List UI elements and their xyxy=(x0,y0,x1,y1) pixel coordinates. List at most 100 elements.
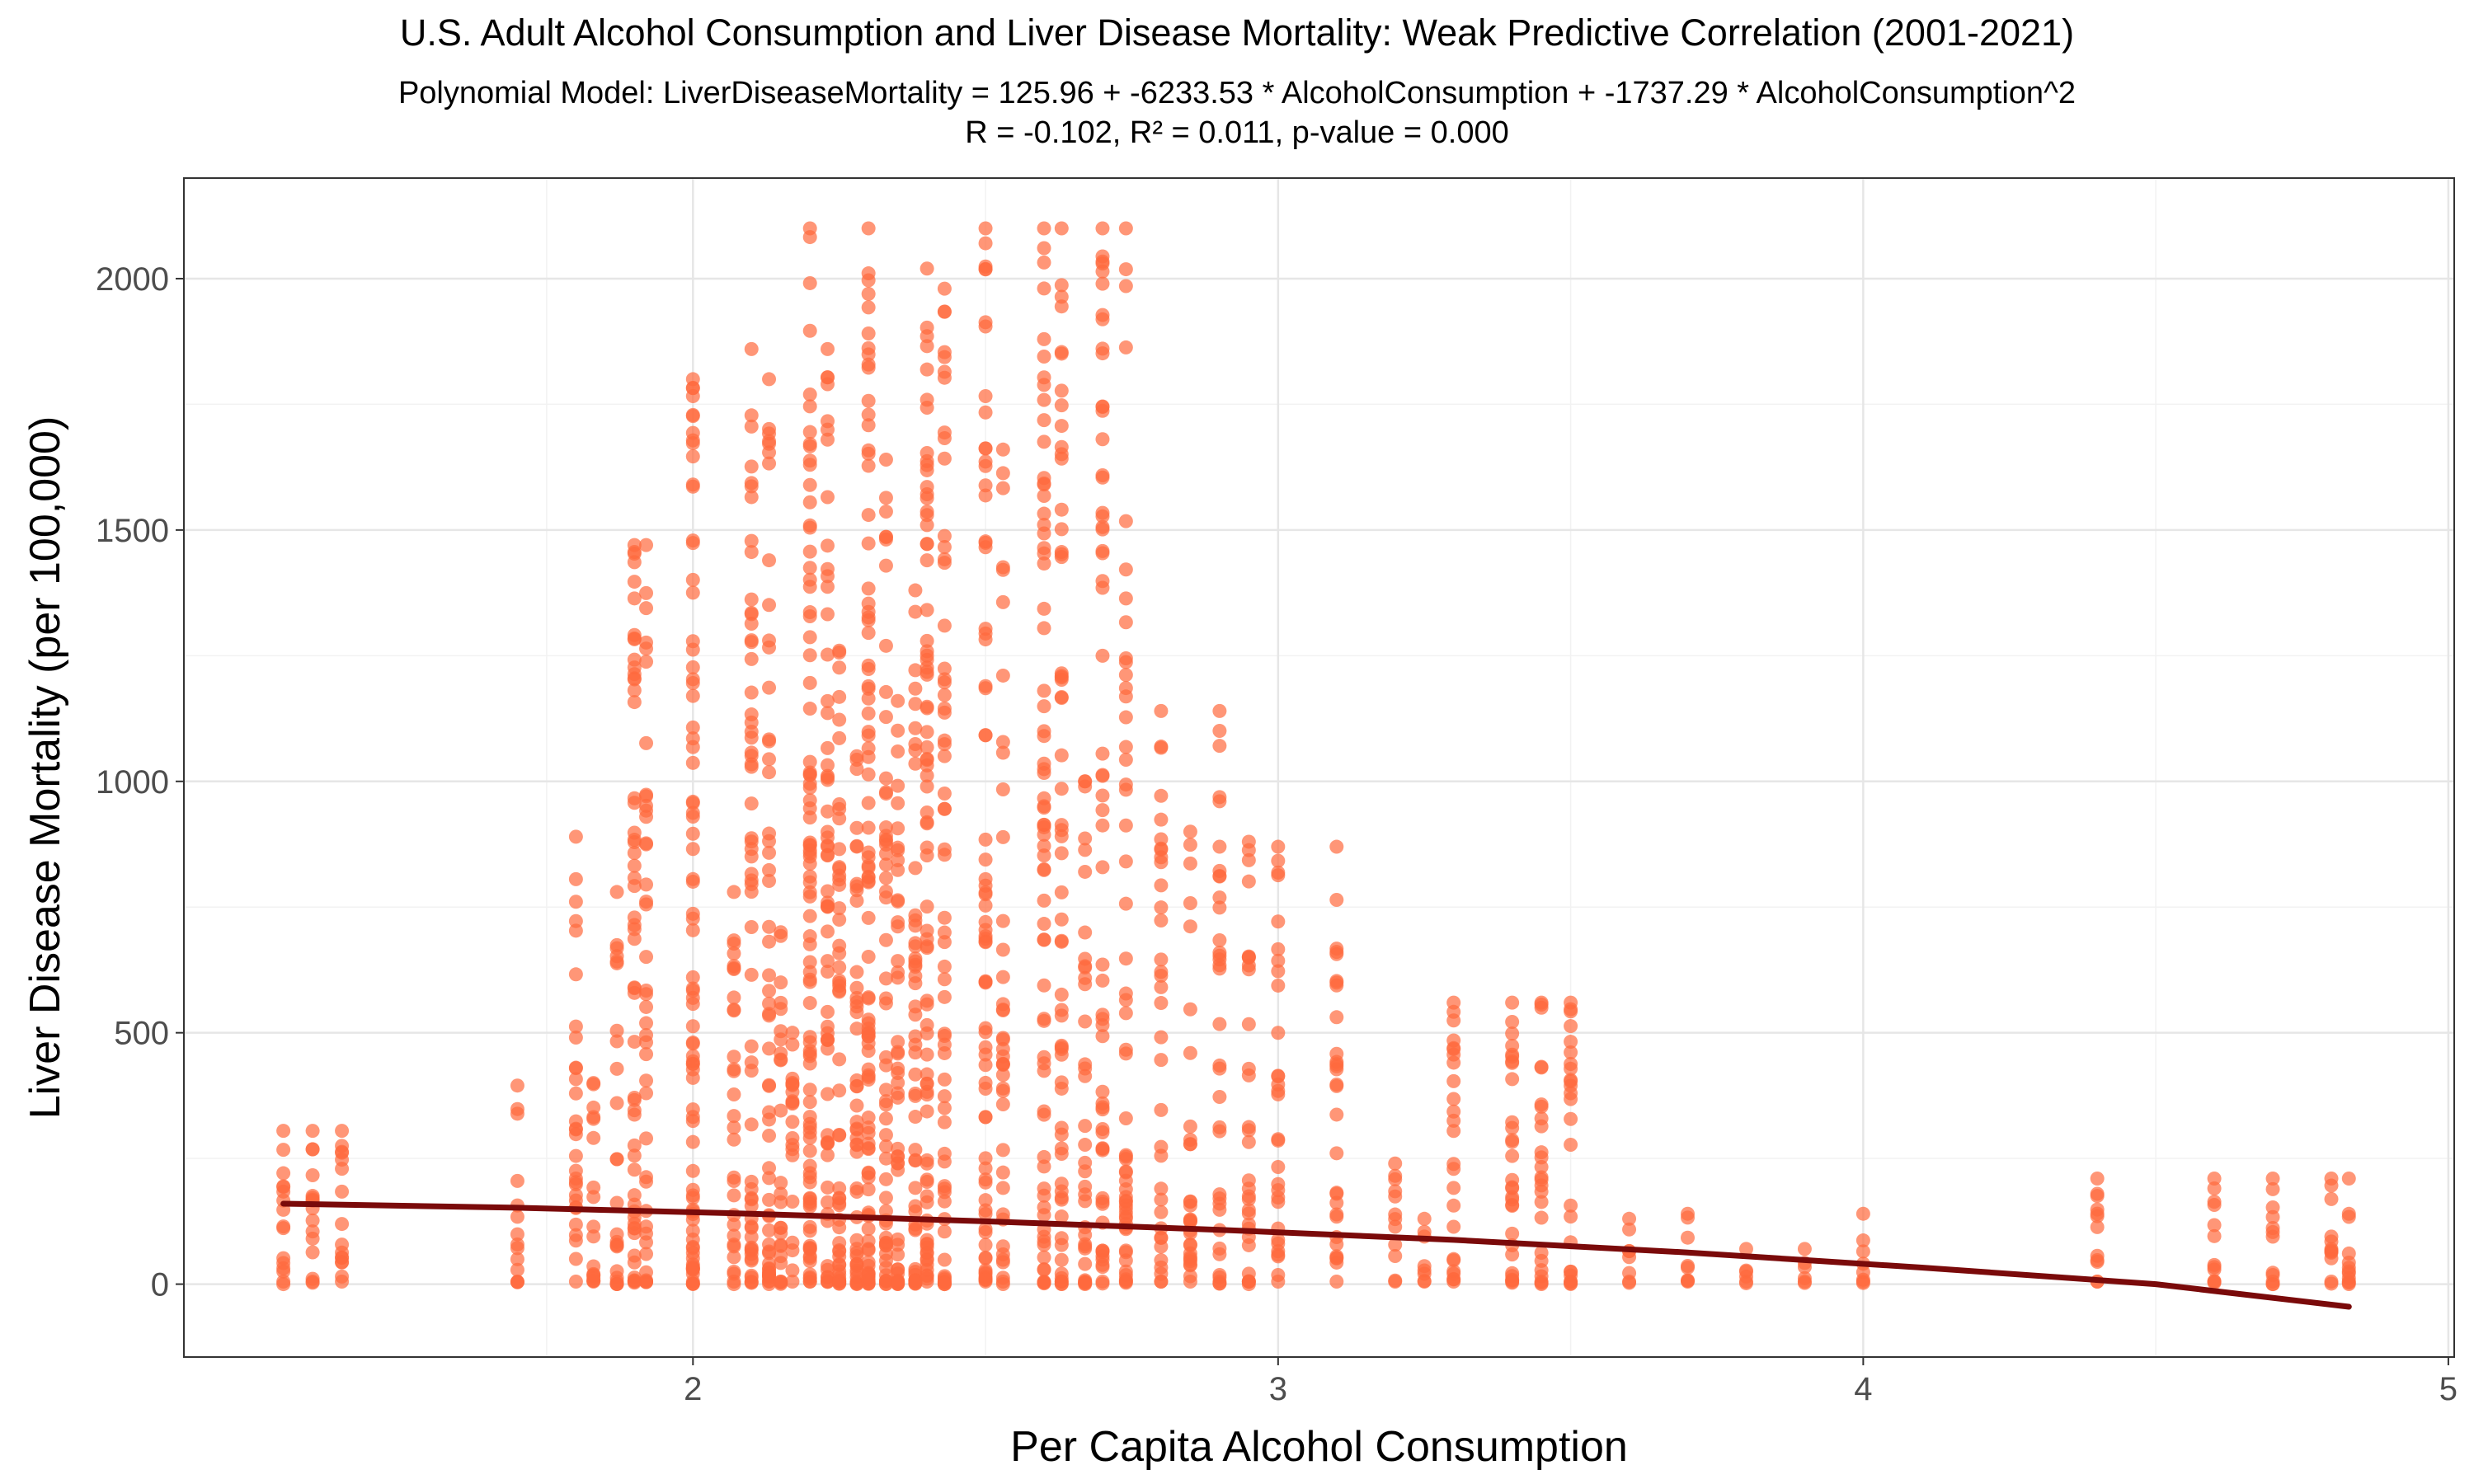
data-point xyxy=(727,1277,741,1292)
data-point xyxy=(627,555,642,570)
data-point xyxy=(878,1276,893,1291)
data-point xyxy=(937,345,952,359)
data-point xyxy=(1183,824,1197,839)
data-point xyxy=(586,1229,601,1244)
data-point xyxy=(861,300,876,315)
data-point xyxy=(861,536,876,551)
data-point xyxy=(1037,281,1051,296)
data-point xyxy=(1271,964,1286,979)
data-point xyxy=(1095,957,1110,972)
data-point xyxy=(1054,1176,1069,1191)
data-point xyxy=(978,622,993,636)
data-point xyxy=(1534,1275,1549,1290)
data-point xyxy=(1534,1060,1549,1075)
data-point xyxy=(727,1228,741,1243)
data-point xyxy=(1271,1087,1286,1101)
data-point xyxy=(1622,1222,1637,1237)
data-point xyxy=(820,1128,835,1143)
data-point xyxy=(568,913,583,928)
data-point xyxy=(1388,1156,1403,1171)
data-point xyxy=(1154,1102,1169,1117)
data-point xyxy=(802,544,817,559)
data-point xyxy=(1118,1006,1133,1021)
data-point xyxy=(1095,860,1110,875)
data-point xyxy=(609,1061,624,1076)
data-point xyxy=(861,990,876,1005)
data-point xyxy=(978,478,993,493)
data-point xyxy=(802,1095,817,1110)
data-point xyxy=(1183,1045,1197,1060)
data-point xyxy=(762,834,777,848)
data-point xyxy=(1118,818,1133,833)
data-point xyxy=(685,923,700,937)
data-point xyxy=(849,1233,864,1247)
axis-layer: 2 3 4 5 0 500 1000 1500 2000 xyxy=(96,261,2458,1407)
data-point xyxy=(568,1127,583,1142)
data-point xyxy=(861,874,876,889)
data-point xyxy=(849,1078,864,1093)
data-point xyxy=(727,1003,741,1017)
data-point xyxy=(820,924,835,939)
data-point xyxy=(820,1004,835,1019)
data-point xyxy=(802,1196,817,1211)
data-point xyxy=(1622,1266,1637,1280)
data-point xyxy=(849,1185,864,1200)
data-point xyxy=(878,932,893,947)
data-point xyxy=(995,668,1010,683)
data-point xyxy=(832,1127,847,1142)
data-point xyxy=(2324,1276,2339,1291)
data-point xyxy=(774,1176,788,1190)
data-point xyxy=(995,1081,1010,1096)
data-point xyxy=(1564,1137,1578,1152)
data-point xyxy=(727,1264,741,1279)
y-tick-label: 1500 xyxy=(96,513,169,549)
data-point xyxy=(1054,522,1069,537)
data-point xyxy=(861,1062,876,1077)
fit-layer xyxy=(280,1200,2352,1310)
data-point xyxy=(276,1219,291,1234)
data-point xyxy=(1212,1061,1227,1076)
data-point xyxy=(1241,951,1256,965)
data-point xyxy=(276,1143,291,1158)
data-point xyxy=(937,1224,952,1239)
data-point xyxy=(849,1277,864,1292)
data-point xyxy=(1095,768,1110,782)
data-point xyxy=(510,1101,524,1116)
data-point xyxy=(1505,1120,1520,1135)
data-point xyxy=(1118,854,1133,869)
data-point xyxy=(920,1104,934,1119)
data-point xyxy=(1241,1217,1256,1232)
data-point xyxy=(1505,1134,1520,1149)
data-point xyxy=(995,466,1010,481)
data-point xyxy=(1446,1013,1461,1028)
data-point xyxy=(1054,782,1069,796)
data-point xyxy=(335,1124,350,1139)
data-point xyxy=(802,561,817,575)
data-point xyxy=(744,592,759,607)
data-point xyxy=(727,1109,741,1124)
data-point xyxy=(627,695,642,710)
data-point xyxy=(937,304,952,319)
data-point xyxy=(1037,556,1051,571)
data-point xyxy=(1212,1270,1227,1284)
data-point xyxy=(861,820,876,835)
data-point xyxy=(1095,470,1110,485)
data-point xyxy=(832,913,847,928)
data-point xyxy=(639,1235,654,1250)
data-point xyxy=(978,1273,993,1288)
data-point xyxy=(861,221,876,236)
data-point xyxy=(978,1203,993,1218)
data-point xyxy=(744,545,759,560)
data-point xyxy=(1037,349,1051,364)
data-point xyxy=(609,1195,624,1210)
data-point xyxy=(861,1120,876,1135)
data-point xyxy=(627,1248,642,1263)
data-point xyxy=(937,1115,952,1129)
data-point xyxy=(978,454,993,469)
data-point xyxy=(1037,506,1051,521)
data-point xyxy=(878,1097,893,1112)
fit-line xyxy=(280,1200,2352,1310)
data-point xyxy=(1622,1275,1637,1290)
data-point xyxy=(861,910,876,925)
